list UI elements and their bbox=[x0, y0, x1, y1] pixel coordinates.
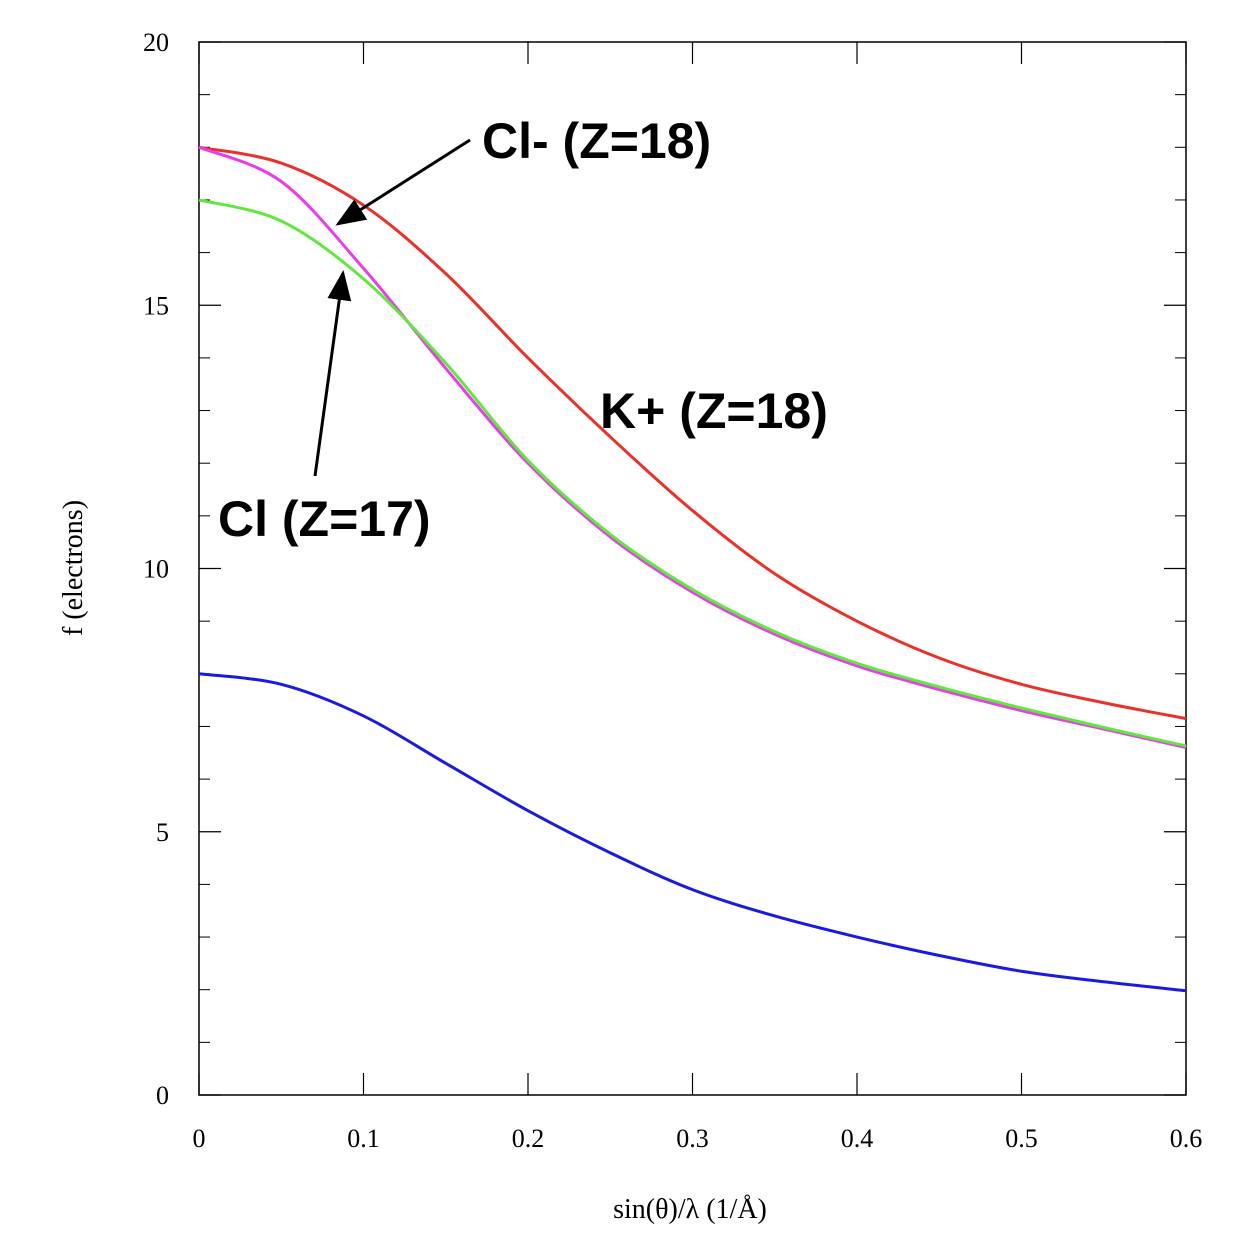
series-lines bbox=[198, 145, 1187, 993]
x-tick-label: 0.2 bbox=[512, 1124, 545, 1153]
annotation-cl-minus: Cl- (Z=18) bbox=[482, 113, 711, 169]
y-tick-labels: 0 5 10 15 20 bbox=[143, 28, 169, 1110]
series-line-3 bbox=[198, 672, 1187, 993]
arrow-cl bbox=[313, 270, 352, 477]
arrow-cl-minus bbox=[335, 138, 471, 226]
y-tick-label: 0 bbox=[156, 1081, 169, 1110]
series-line-2 bbox=[198, 198, 1187, 748]
x-tick-labels: 0 0.1 0.2 0.3 0.4 0.5 0.6 bbox=[193, 1124, 1203, 1153]
series-line-1 bbox=[198, 145, 1187, 749]
y-axis-label: f (electrons) bbox=[58, 500, 89, 636]
x-axis-label: sin(θ)/λ (1/Å) bbox=[613, 1194, 767, 1225]
x-tick-label: 0.6 bbox=[1170, 1124, 1203, 1153]
x-tick-label: 0.3 bbox=[676, 1124, 709, 1153]
annotation-cl: Cl (Z=17) bbox=[218, 491, 431, 547]
x-tick-label: 0.4 bbox=[841, 1124, 874, 1153]
x-tick-label: 0.1 bbox=[347, 1124, 380, 1153]
y-tick-label: 5 bbox=[156, 818, 169, 847]
y-tick-label: 10 bbox=[143, 555, 169, 584]
y-tick-label: 20 bbox=[143, 28, 169, 57]
axis-ticks bbox=[198, 41, 1187, 1096]
x-tick-label: 0.5 bbox=[1005, 1124, 1038, 1153]
annotation-k-plus: K+ (Z=18) bbox=[600, 383, 828, 439]
y-tick-label: 15 bbox=[143, 291, 169, 320]
x-tick-label: 0 bbox=[193, 1124, 206, 1153]
plot-frame bbox=[198, 41, 1187, 1096]
